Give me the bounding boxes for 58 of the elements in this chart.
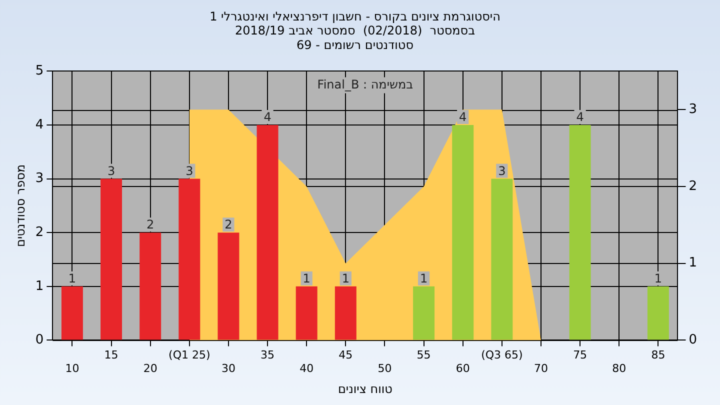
y-tick-label: 5 — [35, 64, 44, 79]
bar — [100, 178, 122, 340]
text: היסטוגרמת ציונים בקורס - חשבון דיפרנציאלי ואינטגרלי 1 — [210, 9, 500, 24]
data-label: 4 — [576, 110, 584, 124]
text: בסמסטר (02/2018) סמסטר אביב 2018/19 — [234, 24, 476, 38]
bar — [140, 232, 162, 340]
x-tick-label: 50 — [378, 362, 392, 375]
y-axis-title: מספר סטודנטים — [13, 164, 28, 248]
x-tick-label: 75 — [573, 348, 588, 362]
x-tick-label: 40 — [300, 362, 314, 375]
y-tick-label: 4 — [35, 117, 44, 132]
x-tick-label: (Q1 25) — [168, 348, 210, 362]
data-label: 1 — [68, 272, 76, 286]
data-label: 3 — [186, 164, 194, 178]
x-tick-label: 55 — [416, 348, 431, 362]
bar — [647, 286, 669, 340]
x-tick-label: 30 — [221, 362, 236, 375]
data-label: 2 — [224, 218, 232, 232]
y-tick-label: 0 — [35, 332, 44, 348]
y2-tick-label: 0 — [688, 332, 698, 348]
y-tick-label: 2 — [35, 224, 44, 240]
bar — [413, 286, 435, 340]
data-label: 1 — [342, 272, 350, 286]
x-tick-label: (Q3 65) — [481, 348, 523, 362]
x-tick-label: 70 — [534, 362, 548, 375]
x-axis-title: טווח ציונים — [338, 382, 393, 396]
data-label: 2 — [146, 218, 154, 232]
data-label: 4 — [264, 110, 272, 124]
x-tick-label: 85 — [651, 348, 666, 362]
x-tick-label: 20 — [143, 362, 158, 375]
bar — [61, 286, 83, 340]
bar — [256, 125, 278, 340]
y2-tick-label: 3 — [688, 102, 698, 118]
data-label: 3 — [498, 164, 506, 178]
x-tick-label: 10 — [65, 362, 80, 375]
data-label: 1 — [302, 272, 310, 286]
y2-tick-label: 2 — [688, 178, 698, 194]
y-tick-label: 1 — [35, 278, 44, 294]
bar — [178, 178, 200, 340]
bar — [452, 125, 474, 340]
data-label: 1 — [654, 272, 662, 286]
bar — [218, 232, 240, 340]
x-tick-label: 80 — [612, 362, 626, 375]
data-label: 4 — [459, 110, 467, 124]
text: סטודנטים רשומים - 69 — [296, 38, 414, 52]
y-tick-label: 3 — [35, 171, 44, 186]
bar — [296, 286, 318, 340]
data-label: 3 — [107, 164, 116, 178]
bar — [334, 286, 356, 340]
x-tick-label: 45 — [338, 348, 353, 362]
annotation: Final_B : במשימה — [317, 77, 414, 92]
data-label: 1 — [420, 272, 428, 286]
x-tick-label: 60 — [456, 362, 470, 375]
bar — [491, 178, 513, 340]
x-tick-label: 35 — [260, 348, 275, 362]
bar — [569, 125, 591, 340]
y2-tick-label: 1 — [688, 256, 698, 271]
x-tick-label: 15 — [104, 348, 118, 362]
